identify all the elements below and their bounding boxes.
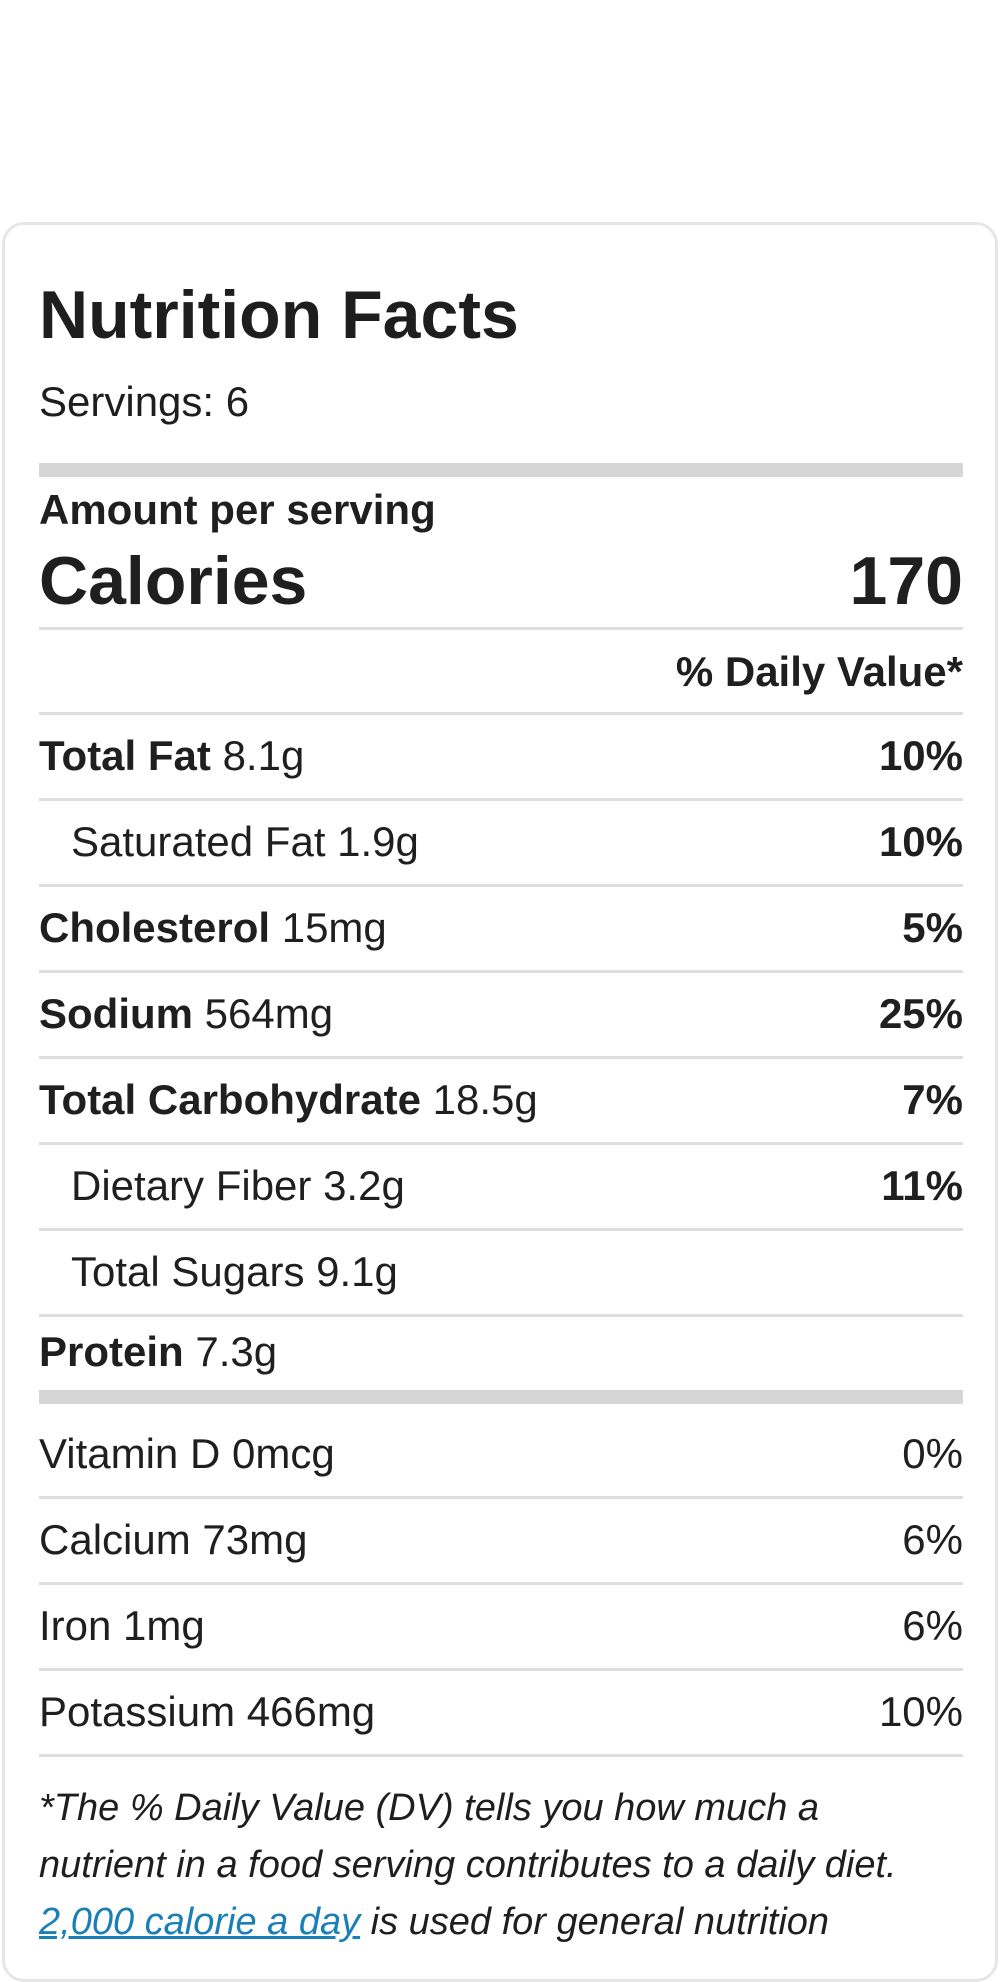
- footnote-line-3: 2,000 calorie a day is used for general …: [39, 1894, 963, 1951]
- nutrient-row-total-sugars: Total Sugars 9.1g: [39, 1230, 963, 1314]
- nutrient-name: Iron: [39, 1602, 112, 1649]
- divider: [39, 1228, 963, 1231]
- nutrient-amount: 18.5g: [432, 1076, 538, 1123]
- nutrient-name: Saturated Fat: [71, 818, 326, 865]
- nutrient-row-total-fat: Total Fat 8.1g 10%: [39, 714, 963, 798]
- footnote-line-2: nutrient in a food serving contributes t…: [39, 1844, 897, 1886]
- amount-per-serving-label: Amount per serving: [39, 486, 436, 533]
- nutrient-name: Vitamin D: [39, 1430, 221, 1477]
- divider: [39, 1142, 963, 1145]
- nutrient-label: Potassium 466mg: [39, 1688, 375, 1735]
- nutrient-amount: 7.3g: [195, 1328, 278, 1375]
- divider: [39, 884, 963, 887]
- daily-value-footnote: *The % Daily Value (DV) tells you how mu…: [39, 1780, 963, 1951]
- vitamin-row-potassium: Potassium 466mg 10%: [39, 1670, 963, 1754]
- nutrient-daily-value: 6%: [902, 1602, 963, 1649]
- divider: [39, 970, 963, 973]
- nutrient-daily-value: 7%: [902, 1076, 963, 1123]
- vitamin-row-calcium: Calcium 73mg 6%: [39, 1498, 963, 1582]
- nutrient-daily-value: 10%: [878, 818, 963, 865]
- calories-value: 170: [849, 543, 963, 619]
- nutrient-name: Total Fat: [39, 732, 211, 779]
- thick-divider-vitamins: [39, 1390, 963, 1404]
- divider: [39, 798, 963, 801]
- divider: [39, 712, 963, 715]
- servings-count: Servings: 6: [39, 378, 250, 425]
- nutrient-name: Total Sugars: [71, 1248, 305, 1295]
- nutrient-amount: 0mcg: [231, 1430, 335, 1477]
- nutrient-label: Iron 1mg: [39, 1602, 205, 1649]
- nutrient-name: Sodium: [39, 990, 193, 1037]
- nutrient-amount: 564mg: [204, 990, 334, 1037]
- nutrient-label: Saturated Fat 1.9g: [39, 818, 419, 865]
- nutrient-row-sodium: Sodium 564mg 25%: [39, 972, 963, 1056]
- nutrient-name: Total Carbohydrate: [39, 1076, 421, 1123]
- nutrient-row-total-carbohydrate: Total Carbohydrate 18.5g 7%: [39, 1058, 963, 1142]
- nutrient-label: Total Sugars 9.1g: [39, 1248, 398, 1295]
- nutrient-daily-value: 6%: [902, 1516, 963, 1563]
- nutrient-row-protein: Protein 7.3g: [39, 1310, 963, 1394]
- nutrition-label-card: Nutrition Facts Servings: 6 Amount per s…: [2, 222, 998, 1982]
- vitamin-row-iron: Iron 1mg 6%: [39, 1584, 963, 1668]
- nutrient-amount: 9.1g: [316, 1248, 398, 1295]
- nutrient-daily-value: 25%: [878, 990, 963, 1037]
- calorie-info-link[interactable]: 2,000 calorie a day: [39, 1901, 361, 1943]
- nutrient-name: Potassium: [39, 1688, 236, 1735]
- nutrient-daily-value: 10%: [878, 732, 963, 779]
- nutrient-amount: 1mg: [123, 1602, 205, 1649]
- divider: [39, 1496, 963, 1499]
- nutrient-daily-value: 0%: [902, 1430, 963, 1477]
- nutrient-name: Cholesterol: [39, 904, 271, 951]
- nutrient-amount: 15mg: [281, 904, 387, 951]
- nutrient-label: Cholesterol 15mg: [39, 904, 387, 951]
- divider: [39, 627, 963, 630]
- divider: [39, 1668, 963, 1671]
- nutrient-label: Total Fat 8.1g: [39, 732, 304, 779]
- thick-divider-top: [39, 463, 963, 477]
- nutrient-amount: 466mg: [246, 1688, 376, 1735]
- daily-value-header: % Daily Value*: [675, 648, 963, 695]
- calories-label: Calories: [39, 543, 308, 619]
- divider: [39, 1314, 963, 1317]
- nutrient-label: Calcium 73mg: [39, 1516, 307, 1563]
- nutrient-amount: 8.1g: [222, 732, 305, 779]
- nutrient-daily-value: 10%: [878, 1688, 963, 1735]
- nutrient-row-cholesterol: Cholesterol 15mg 5%: [39, 886, 963, 970]
- nutrient-row-saturated-fat: Saturated Fat 1.9g 10%: [39, 800, 963, 884]
- divider: [39, 1056, 963, 1059]
- nutrient-daily-value: 11%: [881, 1162, 963, 1209]
- nutrient-name: Protein: [39, 1328, 184, 1375]
- divider: [39, 1582, 963, 1585]
- label-title: Nutrition Facts: [39, 277, 519, 353]
- nutrient-row-dietary-fiber: Dietary Fiber 3.2g 11%: [39, 1144, 963, 1228]
- nutrient-amount: 73mg: [202, 1516, 308, 1563]
- vitamin-row-vitamin-d: Vitamin D 0mcg 0%: [39, 1412, 963, 1496]
- divider: [39, 1754, 963, 1757]
- nutrient-label: Total Carbohydrate 18.5g: [39, 1076, 538, 1123]
- nutrient-name: Calcium: [39, 1516, 191, 1563]
- nutrient-name: Dietary Fiber: [71, 1162, 312, 1209]
- nutrient-label: Sodium 564mg: [39, 990, 333, 1037]
- nutrient-label: Protein 7.3g: [39, 1328, 277, 1375]
- footnote-line-1: *The % Daily Value (DV) tells you how mu…: [39, 1787, 820, 1829]
- nutrient-amount: 1.9g: [337, 818, 419, 865]
- nutrient-amount: 3.2g: [323, 1162, 405, 1209]
- nutrient-label: Vitamin D 0mcg: [39, 1430, 335, 1477]
- footnote-line-3-text: is used for general nutrition: [360, 1901, 830, 1943]
- nutrient-daily-value: 5%: [902, 904, 963, 951]
- nutrient-label: Dietary Fiber 3.2g: [39, 1162, 405, 1209]
